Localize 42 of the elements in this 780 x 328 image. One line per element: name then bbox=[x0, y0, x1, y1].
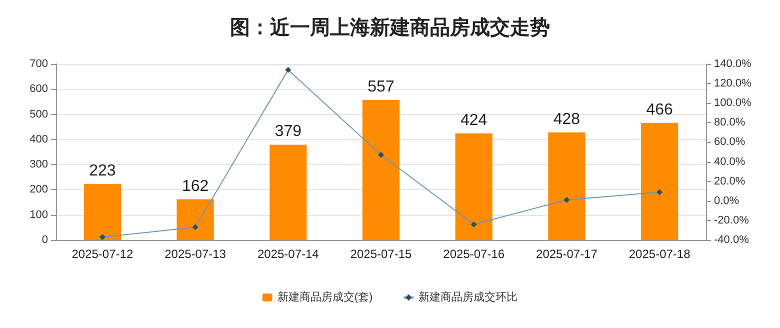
bar bbox=[270, 144, 307, 240]
y2-tick-label: 100.0% bbox=[714, 97, 752, 110]
bar bbox=[641, 122, 678, 240]
x-tick-label: 2025-07-18 bbox=[628, 247, 691, 261]
y-tick-label: 300 bbox=[30, 158, 48, 171]
bar bbox=[548, 132, 586, 240]
y-tick-label: 700 bbox=[30, 58, 48, 70]
data-label: 424 bbox=[460, 112, 488, 129]
y2-tick-label: -40.0% bbox=[714, 234, 750, 246]
bar bbox=[362, 100, 400, 240]
y-tick-label: 600 bbox=[30, 83, 48, 96]
y2-tick-label: 80.0% bbox=[714, 116, 746, 129]
y-tick-label: 200 bbox=[30, 184, 48, 196]
x-tick-label: 2025-07-16 bbox=[443, 247, 505, 261]
bar bbox=[455, 133, 492, 240]
data-label: 428 bbox=[553, 110, 580, 128]
data-label: 162 bbox=[182, 178, 209, 195]
bar bbox=[84, 184, 121, 240]
chart-title: 图：近一周上海新建商品房成交走势 bbox=[230, 15, 550, 39]
data-label: 557 bbox=[368, 78, 394, 96]
x-tick-label: 2025-07-13 bbox=[164, 247, 226, 261]
y2-tick-label: 0.0% bbox=[714, 194, 740, 207]
x-tick-label: 2025-07-15 bbox=[350, 247, 412, 261]
y2-tick-label: 20.0% bbox=[714, 175, 746, 188]
y2-tick-label: 60.0% bbox=[714, 136, 746, 148]
x-tick-label: 2025-07-12 bbox=[72, 247, 134, 261]
y-tick-label: 100 bbox=[30, 208, 48, 221]
y2-tick-label: 140.0% bbox=[714, 58, 752, 70]
x-tick-label: 2025-07-14 bbox=[257, 247, 320, 261]
y-tick-label: 0 bbox=[42, 234, 48, 246]
legend-label: 新建商品房成交环比 bbox=[418, 290, 518, 304]
y-tick-label: 500 bbox=[30, 108, 48, 120]
legend-label: 新建商品房成交(套) bbox=[277, 290, 373, 304]
data-label: 466 bbox=[646, 101, 674, 118]
y2-tick-label: -20.0% bbox=[714, 214, 750, 226]
x-tick-label: 2025-07-17 bbox=[536, 247, 598, 261]
y2-tick-label: 40.0% bbox=[714, 156, 746, 168]
data-label: 223 bbox=[89, 162, 116, 180]
data-label: 379 bbox=[274, 123, 302, 140]
bar bbox=[176, 199, 214, 240]
y-tick-label: 400 bbox=[30, 133, 48, 146]
y2-tick-label: 120.0% bbox=[714, 78, 752, 90]
